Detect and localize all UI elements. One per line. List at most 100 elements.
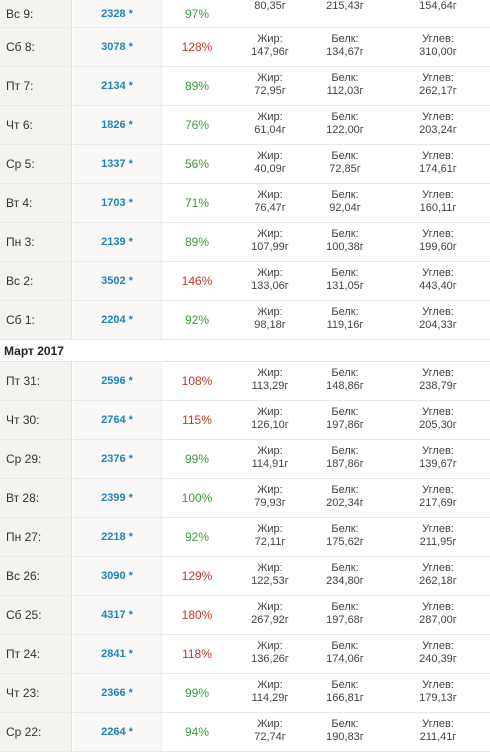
goal-percent: 99% (184, 452, 210, 466)
calories-link[interactable]: 2841 * (73, 635, 162, 673)
calories-link[interactable]: 2204 * (73, 301, 162, 339)
goal-percent: 92% (184, 313, 210, 327)
fat-value: Жир: 133,06г (251, 267, 289, 292)
fat-value: Жир: 147,96г (251, 33, 289, 58)
day-row[interactable]: Чт 6: 1826 * 76% Жир: 61,04г Белк: 122,00г Угле… (0, 106, 490, 145)
day-row[interactable]: Пт 7: 2134 * 89% Жир: 72,95г Белк: 112,03г Угле… (0, 67, 490, 106)
day-row[interactable]: Вс 26: 3090 * 129% Жир: 122,53г Белк: 234,80г У… (0, 557, 490, 596)
calories-link[interactable]: 1826 * (73, 106, 162, 144)
carbs-value: Углев: 211,41г (419, 718, 457, 743)
day-row[interactable]: Пн 3: 2139 * 89% Жир: 107,99г Белк: 100,38г Угл… (0, 223, 490, 262)
carbs-value: Углев: 199,60г (419, 228, 457, 253)
carbs-value: Углев: 211,95г (419, 523, 457, 548)
day-row[interactable]: Чт 23: 2366 * 99% Жир: 114,29г Белк: 166,81г Уг… (0, 674, 490, 713)
fat-value: Жир: 98,18г (254, 306, 286, 331)
protein-value: Белк: 131,05г (326, 267, 364, 292)
day-label: Вт 28: (0, 479, 72, 517)
day-row[interactable]: Пт 31: 2596 * 108% Жир: 113,29г Белк: 148,86г У… (0, 362, 490, 401)
protein-value: Белк: 197,68г (326, 601, 364, 626)
day-row[interactable]: Ср 29: 2376 * 99% Жир: 114,91г Белк: 187,86г Уг… (0, 440, 490, 479)
calories-link[interactable]: 2134 * (73, 67, 162, 105)
protein-value: Белк: 234,80г (326, 562, 364, 587)
calories-link[interactable]: 2399 * (73, 479, 162, 517)
day-row[interactable]: Чт 30: 2764 * 115% Жир: 126,10г Белк: 197,86г У… (0, 401, 490, 440)
calories-link[interactable]: 3090 * (73, 557, 162, 595)
goal-percent: 56% (184, 157, 210, 171)
goal-percent: 89% (184, 235, 210, 249)
day-label: Пт 7: (0, 67, 72, 105)
day-row[interactable]: Вт 4: 1703 * 71% Жир: 76,47г Белк: 92,04г Углев… (0, 184, 490, 223)
protein-value: Белк: 72,85г (329, 150, 361, 175)
goal-percent: 94% (184, 725, 210, 739)
calories-link[interactable]: 2218 * (73, 518, 162, 556)
goal-percent: 99% (184, 686, 210, 700)
carbs-value: Углев:154,64г (419, 0, 457, 12)
calories-link[interactable]: 2139 * (73, 223, 162, 261)
day-label: Чт 23: (0, 674, 72, 712)
goal-percent: 180% (181, 608, 213, 622)
fat-value: Жир: 79,93г (254, 484, 286, 509)
day-row[interactable]: Вс 9:2328 * 97% Жир:80,35г Белк:215,43г Угле… (0, 0, 490, 28)
calories-link[interactable]: 1337 * (73, 145, 162, 183)
calories-link[interactable]: 3078 * (73, 28, 162, 66)
carbs-value: Углев: 238,79г (419, 367, 457, 392)
calories-link[interactable]: 2328 * (73, 0, 162, 27)
protein-value: Белк: 112,03г (326, 72, 364, 97)
day-row[interactable]: Ср 5: 1337 * 56% Жир: 40,09г Белк: 72,85г Углев… (0, 145, 490, 184)
carbs-value: Углев: 204,33г (419, 306, 457, 331)
day-row[interactable]: Сб 1: 2204 * 92% Жир: 98,18г Белк: 119,16г Угле… (0, 301, 490, 340)
protein-value: Белк: 134,67г (326, 33, 364, 58)
day-row[interactable]: Пт 24: 2841 * 118% Жир: 136,26г Белк: 174,06г У… (0, 635, 490, 674)
fat-value: Жир: 122,53г (251, 562, 289, 587)
calories-link[interactable]: 4317 * (73, 596, 162, 634)
day-row[interactable]: Сб 25: 4317 * 180% Жир: 267,92г Белк: 197,68г У… (0, 596, 490, 635)
carbs-value: Углев: 139,67г (419, 445, 457, 470)
calories-link[interactable]: 2596 * (73, 362, 162, 400)
carbs-value: Углев: 262,18г (419, 562, 457, 587)
protein-value: Белк: 100,38г (326, 228, 364, 253)
carbs-value: Углев: 160,11г (419, 189, 457, 214)
day-label: Сб 25: (0, 596, 72, 634)
fat-value: Жир: 40,09г (254, 150, 286, 175)
goal-percent: 118% (182, 647, 212, 661)
calories-link[interactable]: 3502 * (73, 262, 162, 300)
protein-value: Белк: 175,62г (326, 523, 364, 548)
day-label: Вс 26: (0, 557, 72, 595)
protein-value: Белк: 122,00г (326, 111, 364, 136)
fat-value: Жир: 107,99г (251, 228, 289, 253)
fat-value: Жир: 72,74г (254, 718, 286, 743)
calories-link[interactable]: 2764 * (73, 401, 162, 439)
protein-value: Белк: 92,04г (329, 189, 361, 214)
calories-link[interactable]: 2264 * (73, 713, 162, 751)
goal-percent: 97% (184, 6, 210, 21)
fat-value: Жир: 72,11г (254, 523, 286, 548)
carbs-value: Углев: 203,24г (419, 111, 457, 136)
calories-link[interactable]: 2376 * (73, 440, 162, 478)
day-label: Вс 2: (0, 262, 72, 300)
day-row[interactable]: Ср 22: 2264 * 94% Жир: 72,74г Белк: 190,83г Угл… (0, 713, 490, 752)
day-row[interactable]: Вс 2: 3502 * 146% Жир: 133,06г Белк: 131,05г Уг… (0, 262, 490, 301)
day-label: Сб 8: (0, 28, 72, 66)
fat-value: Жир: 267,92г (251, 601, 289, 626)
fat-value: Жир: 136,26г (251, 640, 289, 665)
fat-value: Жир: 61,04г (254, 111, 286, 136)
fat-value: Жир:80,35г (254, 0, 286, 12)
carbs-value: Углев: 179,13г (419, 679, 457, 704)
calories-link[interactable]: 2366 * (73, 674, 162, 712)
protein-value: Белк:215,43г (326, 0, 364, 12)
day-row[interactable]: Пн 27: 2218 * 92% Жир: 72,11г Белк: 175,62г Угл… (0, 518, 490, 557)
goal-percent: 71% (184, 196, 210, 210)
day-label: Пн 3: (0, 223, 72, 261)
day-label: Ср 22: (0, 713, 72, 751)
day-row[interactable]: Сб 8: 3078 * 128% Жир: 147,96г Белк: 134,67г Уг… (0, 28, 490, 67)
day-label: Вт 4: (0, 184, 72, 222)
protein-value: Белк: 197,86г (326, 406, 364, 431)
carbs-value: Углев: 287,00г (419, 601, 457, 626)
protein-value: Белк: 148,86г (326, 367, 364, 392)
goal-percent: 76% (184, 118, 210, 132)
fat-value: Жир: 114,91г (251, 445, 289, 470)
goal-percent: 115% (182, 413, 212, 427)
day-row[interactable]: Вт 28: 2399 * 100% Жир: 79,93г Белк: 202,34г Уг… (0, 479, 490, 518)
calories-link[interactable]: 1703 * (73, 184, 162, 222)
